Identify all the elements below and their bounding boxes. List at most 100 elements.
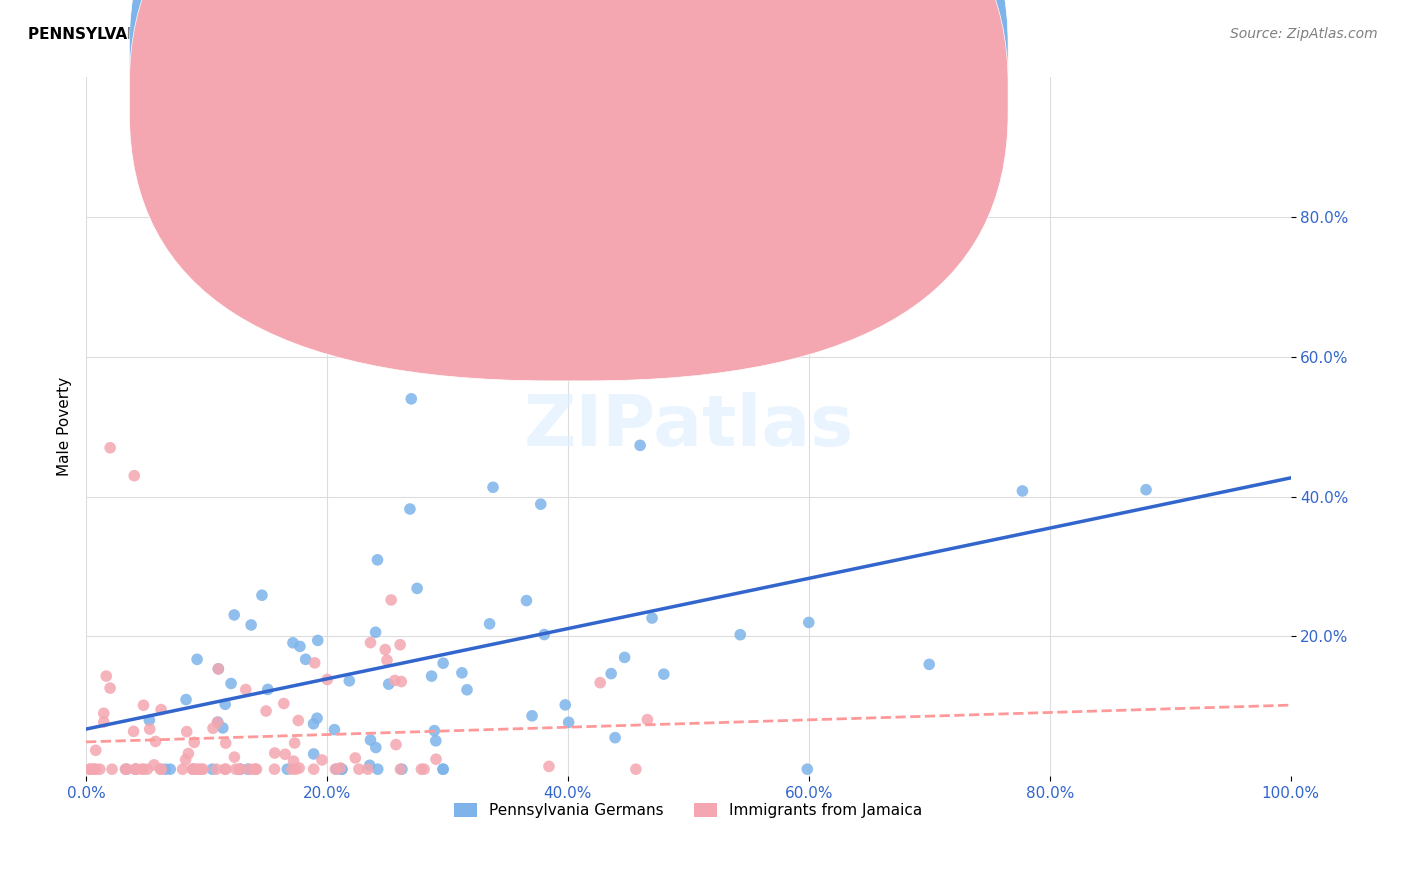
Point: [159, 762, 181, 776]
Point: [284, 736, 307, 750]
Point: [281, 762, 304, 776]
Point: [323, 723, 346, 737]
Point: [225, 762, 247, 776]
Point: [143, 757, 166, 772]
Point: [432, 762, 454, 776]
Point: [145, 734, 167, 748]
Point: [554, 698, 576, 712]
Point: [391, 762, 413, 776]
Point: [325, 762, 347, 776]
Point: [302, 716, 325, 731]
Point: [93, 714, 115, 729]
Point: [188, 762, 211, 776]
Point: [340, 322, 363, 336]
Point: [263, 762, 285, 776]
Point: [228, 762, 250, 776]
Point: [344, 751, 367, 765]
Point: [432, 656, 454, 670]
Point: [84, 762, 107, 776]
Point: [287, 714, 309, 728]
Point: [288, 640, 311, 654]
Point: [537, 759, 560, 773]
Point: [83, 762, 105, 776]
Text: Source: ZipAtlas.com: Source: ZipAtlas.com: [1230, 27, 1378, 41]
Point: [115, 762, 138, 776]
Point: [520, 708, 543, 723]
Point: [377, 677, 399, 691]
Point: [79, 762, 101, 776]
Point: [224, 750, 246, 764]
Point: [613, 650, 636, 665]
Point: [273, 697, 295, 711]
Point: [425, 752, 447, 766]
Point: [177, 747, 200, 761]
Point: [425, 733, 447, 747]
Point: [207, 662, 229, 676]
Point: [155, 762, 177, 776]
Point: [115, 762, 138, 776]
Point: [581, 315, 603, 329]
Point: [122, 468, 145, 483]
Point: [215, 762, 238, 776]
Point: [183, 762, 205, 776]
Point: [207, 715, 229, 730]
Point: [389, 674, 412, 689]
Point: [84, 743, 107, 757]
Point: [304, 656, 326, 670]
Point: [652, 667, 675, 681]
Point: [337, 673, 360, 688]
Point: [347, 762, 370, 776]
Point: [181, 762, 204, 776]
Point: [294, 652, 316, 666]
Point: [190, 762, 212, 776]
Point: [411, 762, 433, 776]
Point: [239, 762, 262, 776]
Point: [1135, 483, 1157, 497]
Text: R =  0.183    N = 91: R = 0.183 N = 91: [605, 91, 759, 105]
Text: ZIPatlas: ZIPatlas: [523, 392, 853, 461]
Point: [557, 715, 579, 730]
Point: [283, 754, 305, 768]
Point: [359, 758, 381, 772]
Point: [254, 704, 277, 718]
Point: [236, 762, 259, 776]
Point: [375, 653, 398, 667]
Point: [329, 761, 352, 775]
Point: [413, 762, 436, 776]
Point: [149, 762, 172, 776]
Point: [215, 736, 238, 750]
Y-axis label: Male Poverty: Male Poverty: [58, 377, 72, 476]
Point: [533, 627, 555, 641]
Point: [285, 762, 308, 776]
Point: [79, 762, 101, 776]
Point: [131, 762, 153, 776]
Point: [186, 652, 208, 666]
Text: R = 0.470    N = 68: R = 0.470 N = 68: [605, 51, 754, 65]
Point: [89, 762, 111, 776]
Point: [132, 698, 155, 713]
Point: [302, 747, 325, 761]
Point: [360, 635, 382, 649]
Point: [205, 762, 228, 776]
Point: [389, 762, 412, 776]
Point: [423, 723, 446, 738]
Point: [101, 762, 124, 776]
Point: [311, 753, 333, 767]
Point: [276, 762, 298, 776]
Point: [235, 682, 257, 697]
Point: [281, 636, 304, 650]
Point: [207, 662, 229, 676]
Point: [364, 625, 387, 640]
Point: [245, 762, 267, 776]
Point: [138, 713, 160, 727]
Point: [83, 762, 105, 776]
Point: [352, 329, 374, 343]
Point: [211, 721, 233, 735]
Point: [1011, 483, 1033, 498]
Point: [482, 480, 505, 494]
Point: [367, 762, 389, 776]
Point: [325, 762, 347, 776]
Point: [432, 762, 454, 776]
Point: [600, 666, 623, 681]
Point: [330, 762, 353, 776]
